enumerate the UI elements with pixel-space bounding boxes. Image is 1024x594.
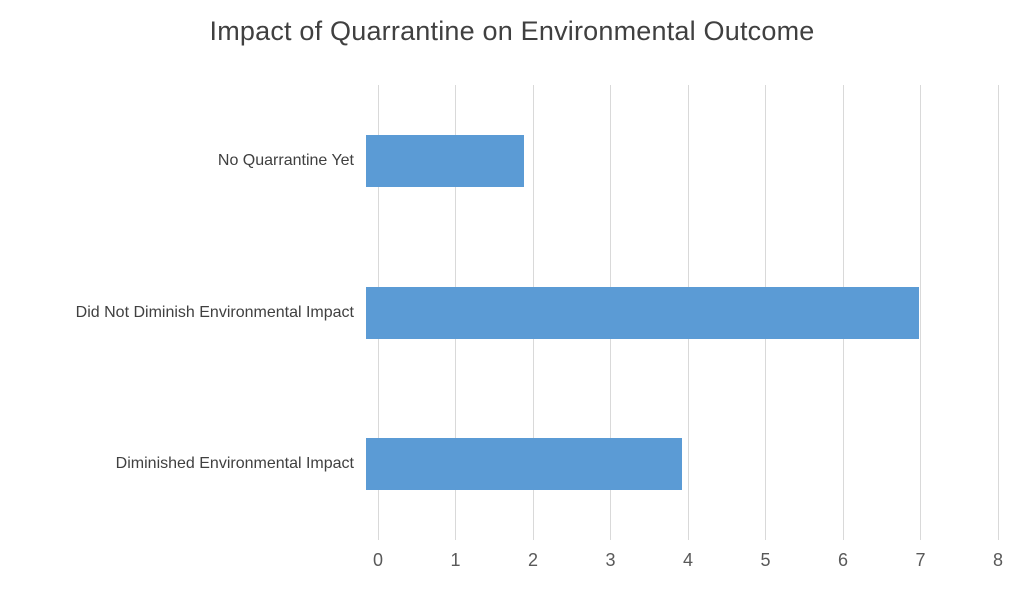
- x-tick-label: 7: [915, 550, 926, 570]
- x-tick-label: 1: [450, 550, 461, 570]
- bar-rows: No Quarrantine Yet Did Not Diminish Envir…: [0, 85, 998, 540]
- bar-row: No Quarrantine Yet: [0, 85, 998, 237]
- x-tick-label: 4: [682, 550, 694, 570]
- x-axis: 0 1 2 3 4 5 6 7 8: [373, 550, 1003, 574]
- x-tick-label: 6: [837, 550, 849, 570]
- x-tick-label: 2: [527, 550, 539, 570]
- gridline: [997, 85, 999, 540]
- x-tick-label: 8: [992, 550, 1004, 570]
- bar-track: [366, 85, 998, 237]
- bar-track: [366, 388, 998, 540]
- x-tick-label: 5: [760, 550, 771, 570]
- category-label: No Quarrantine Yet: [217, 151, 354, 169]
- gridline: [920, 85, 921, 540]
- bar: [366, 286, 919, 339]
- bar: [366, 134, 524, 187]
- bar-row: Did Not Diminish Environmental Impact: [0, 237, 998, 389]
- bar-track: [366, 237, 998, 389]
- x-tick-label: 0: [372, 550, 384, 570]
- category-label: Did Not Diminish Environmental Impact: [75, 303, 354, 321]
- bar-row: Diminished Environmental Impact: [0, 388, 998, 540]
- category-label: Diminished Environmental Impact: [115, 455, 354, 473]
- bar: [366, 438, 682, 491]
- chart-title: Impact of Quarrantine on Environmental O…: [209, 16, 815, 46]
- x-tick-label: 3: [605, 550, 616, 570]
